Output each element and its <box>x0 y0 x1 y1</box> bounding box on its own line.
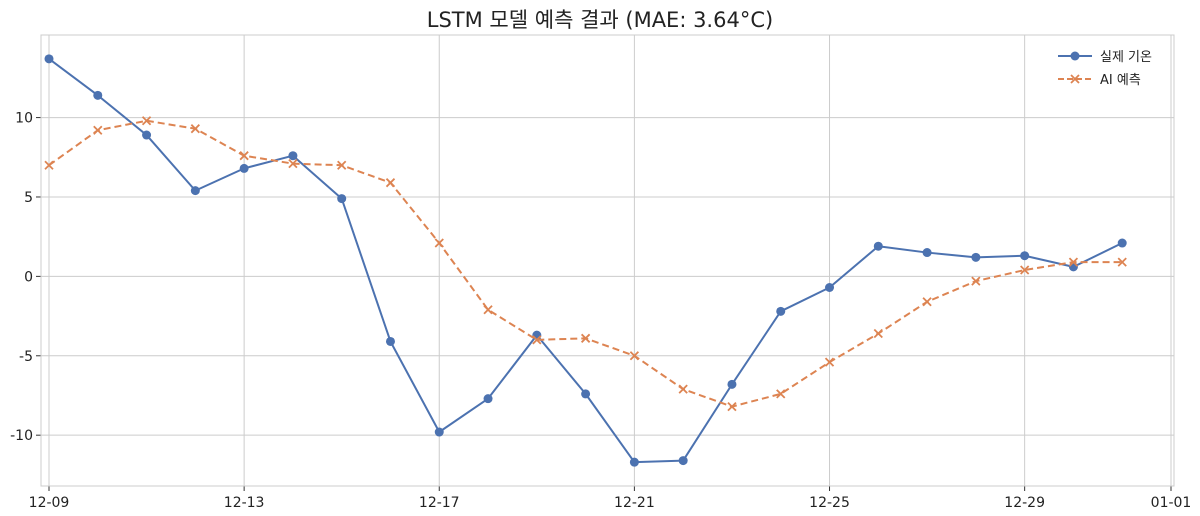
data-point <box>922 248 932 258</box>
data-point <box>678 384 688 394</box>
data-point <box>239 163 249 173</box>
data-point <box>288 158 298 169</box>
x-tick-label: 12-25 <box>809 495 850 511</box>
x-tick-label: 12-29 <box>1004 495 1045 511</box>
legend-marker <box>1070 51 1080 61</box>
x-tick-label: 12-13 <box>224 495 265 511</box>
data-point <box>629 457 639 467</box>
data-point <box>337 194 347 204</box>
data-point <box>483 394 493 404</box>
x-tick-label: 12-09 <box>29 495 70 511</box>
data-point <box>142 130 152 140</box>
series-line-1 <box>48 119 1123 408</box>
data-point <box>824 357 835 367</box>
data-point <box>239 151 249 161</box>
data-point <box>776 389 786 399</box>
data-point <box>1020 265 1030 275</box>
data-point <box>44 54 54 64</box>
x-tick-label: 12-17 <box>419 495 460 511</box>
data-point <box>873 241 883 251</box>
data-point <box>825 282 835 292</box>
legend-label: 실제 기온 <box>1100 50 1152 65</box>
plot-frame <box>40 34 1175 487</box>
data-point <box>1117 257 1127 267</box>
y-tick-label: -5 <box>19 349 33 365</box>
data-point <box>385 178 396 188</box>
data-point <box>1068 257 1079 267</box>
data-point <box>1117 238 1127 248</box>
legend-marker <box>1070 74 1080 84</box>
y-tick-label: -10 <box>10 428 33 444</box>
legend-label: AI 예측 <box>1100 73 1141 88</box>
data-point <box>971 276 981 286</box>
data-point <box>434 427 444 437</box>
chart-title: LSTM 모델 예측 결과 (MAE: 3.64°C) <box>426 8 774 32</box>
x-tick-label: 01-01 <box>1151 495 1192 511</box>
data-point <box>190 124 200 134</box>
y-tick-label: 10 <box>15 111 33 127</box>
data-point <box>532 335 542 345</box>
data-point <box>580 333 591 343</box>
x-tick-label: 12-21 <box>614 495 655 511</box>
data-point <box>288 151 298 161</box>
data-point <box>727 401 737 412</box>
data-point <box>922 297 932 307</box>
y-tick-label: 5 <box>24 190 33 206</box>
data-point <box>93 90 103 100</box>
data-point <box>1068 262 1078 272</box>
data-point <box>44 160 54 170</box>
y-tick-label: 0 <box>24 269 33 285</box>
data-point <box>678 456 688 466</box>
data-point <box>385 336 395 346</box>
data-point <box>483 305 493 315</box>
data-point <box>776 306 786 316</box>
data-point <box>727 379 737 389</box>
data-point <box>434 238 444 248</box>
data-point <box>141 116 152 126</box>
data-point <box>873 328 883 339</box>
data-point <box>93 125 103 135</box>
data-point <box>581 389 591 399</box>
data-point <box>629 351 640 361</box>
data-point <box>337 160 347 170</box>
data-point <box>971 252 981 262</box>
series-line-0 <box>48 58 1123 464</box>
data-point <box>1020 251 1030 261</box>
data-point <box>190 186 200 196</box>
data-point <box>532 330 542 340</box>
